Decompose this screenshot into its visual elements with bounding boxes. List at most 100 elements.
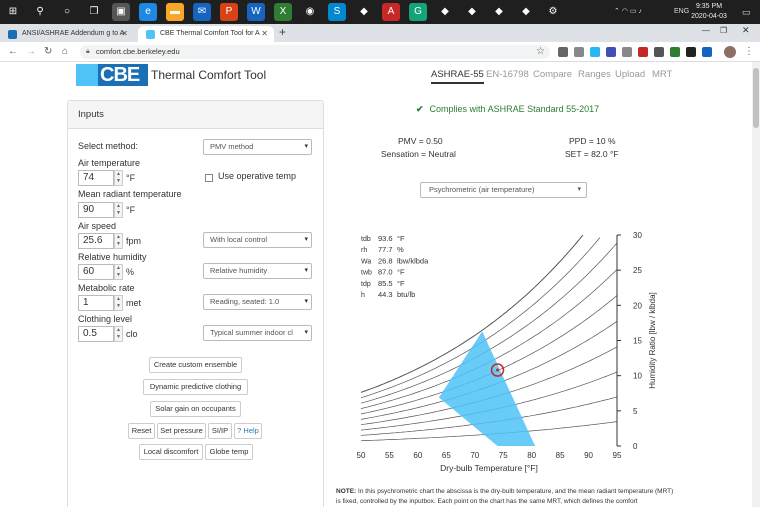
excel-icon[interactable]: X: [274, 3, 292, 21]
chrome-icon[interactable]: ◉: [301, 3, 319, 21]
method-select[interactable]: PMV method: [203, 139, 312, 155]
clo-input[interactable]: 0.5: [78, 326, 114, 342]
close-icon[interactable]: ✕: [261, 29, 268, 38]
air-temp-input[interactable]: 74: [78, 170, 114, 186]
local-discomfort-button[interactable]: Local discomfort: [139, 444, 203, 460]
app-icon[interactable]: ◆: [441, 6, 449, 17]
x-tick-label: 55: [385, 451, 394, 460]
reload-icon[interactable]: ↻: [44, 46, 53, 57]
chart-note: NOTE: In this psychrometric chart the ab…: [336, 488, 674, 505]
x-tick-label: 90: [584, 451, 593, 460]
window-close-icon[interactable]: ✕: [742, 25, 750, 35]
solar-gain-button[interactable]: Solar gain on occupants: [150, 401, 241, 417]
clo-stepper[interactable]: ▲ ▼: [114, 326, 123, 342]
home-icon[interactable]: ⌂: [62, 46, 69, 57]
air-temp-stepper[interactable]: ▲ ▼: [114, 170, 123, 186]
extension-icon[interactable]: [574, 47, 584, 57]
powerpoint-icon[interactable]: P: [220, 3, 238, 21]
custom-ensemble-button[interactable]: Create custom ensemble: [149, 357, 242, 373]
extension-icon[interactable]: [606, 47, 616, 57]
clock[interactable]: 9:35 PM 2020-04-03: [684, 2, 734, 22]
globe-temp-button[interactable]: Globe temp: [205, 444, 253, 460]
word-icon[interactable]: W: [247, 3, 265, 21]
nav-ranges[interactable]: Ranges: [578, 69, 611, 80]
help-button[interactable]: ? Help: [234, 423, 262, 439]
new-tab-icon[interactable]: +: [279, 25, 287, 39]
extension-icon[interactable]: [638, 47, 648, 57]
logo-text: CBE: [100, 64, 140, 86]
air-speed-stepper[interactable]: ▲ ▼: [114, 233, 123, 249]
bookmark-star-icon[interactable]: ☆: [536, 46, 545, 57]
air-speed-select[interactable]: With local control: [203, 232, 312, 248]
nav-mrt[interactable]: MRT: [652, 69, 673, 80]
rh-stepper[interactable]: ▲ ▼: [114, 264, 123, 280]
air-speed-input[interactable]: 25.6: [78, 233, 114, 249]
grammarly-icon[interactable]: G: [409, 3, 427, 21]
readout-symbol: Wa: [361, 258, 371, 265]
cortana-icon[interactable]: ○: [63, 6, 71, 17]
extension-icon[interactable]: [590, 47, 600, 57]
tab-cbe[interactable]: CBE Thermal Comfort Tool for A ✕: [138, 26, 274, 42]
cbe-logo[interactable]: CBE: [76, 64, 148, 86]
minimize-icon[interactable]: —: [702, 26, 710, 35]
app-icon[interactable]: ◆: [522, 6, 530, 17]
met-stepper[interactable]: ▲ ▼: [114, 295, 123, 311]
network-icon[interactable]: ⌃ ◠ ▭ ♪: [614, 8, 642, 15]
mrt-stepper[interactable]: ▲ ▼: [114, 202, 123, 218]
store-icon[interactable]: ▣: [112, 3, 130, 21]
extension-icon[interactable]: [622, 47, 632, 57]
edge-icon[interactable]: e: [139, 3, 157, 21]
scrollbar-thumb[interactable]: [753, 68, 759, 128]
mail-icon[interactable]: ✉: [193, 3, 211, 21]
humidity-type-select[interactable]: Relative humidity: [203, 263, 312, 279]
readout-unit: btu/lb: [397, 290, 415, 299]
activity-select[interactable]: Reading, seated: 1.0: [203, 294, 312, 310]
notifications-icon[interactable]: ▭: [742, 7, 751, 17]
language-indicator[interactable]: ENG: [674, 8, 690, 15]
acrobat-icon[interactable]: A: [382, 3, 400, 21]
nav-compare[interactable]: Compare: [533, 69, 573, 80]
nav-ashrae-55[interactable]: ASHRAE-55: [431, 69, 484, 84]
mrt-input[interactable]: 90: [78, 202, 114, 218]
extension-icon[interactable]: [558, 47, 568, 57]
set-pressure-button[interactable]: Set pressure: [157, 423, 206, 439]
readout-unit: %: [397, 245, 404, 254]
met-input[interactable]: 1: [78, 295, 114, 311]
back-icon[interactable]: ←: [8, 46, 18, 57]
windows-icon[interactable]: ⊞: [8, 6, 18, 17]
dynamic-clothing-button[interactable]: Dynamic predictive clothing: [143, 379, 248, 395]
chart-type-select[interactable]: Psychrometric (air temperature): [420, 182, 587, 198]
extension-icon[interactable]: [670, 47, 680, 57]
close-icon[interactable]: ✕: [121, 29, 128, 38]
page-content: CBE Thermal Comfort Tool ASHRAE-55 EN-16…: [0, 62, 752, 507]
x-tick-label: 60: [413, 451, 422, 460]
psychrometric-chart[interactable]: 50 55 60 65 70 75 80 85 90 95 0 5 10 15 20 25 30 Dry-bulb…: [0, 62, 752, 507]
extension-icon[interactable]: [654, 47, 664, 57]
task-view-icon[interactable]: ❐: [89, 6, 99, 17]
settings-icon[interactable]: ⚙: [548, 6, 558, 17]
skype-icon[interactable]: S: [328, 3, 346, 21]
browser-menu-icon[interactable]: ⋮: [744, 46, 754, 57]
tab-addendum[interactable]: ANSI/ASHRAE Addendum g to A ✕: [0, 26, 134, 42]
file-explorer-icon[interactable]: ▬: [166, 3, 184, 21]
page-scrollbar[interactable]: [752, 62, 760, 507]
clothing-select[interactable]: Typical summer indoor cl: [203, 325, 312, 341]
rh-input[interactable]: 60: [78, 264, 114, 280]
nav-en-16798[interactable]: EN-16798: [486, 69, 529, 80]
operative-temp-checkbox[interactable]: [205, 174, 213, 182]
extension-icon[interactable]: [686, 47, 696, 57]
app-icon[interactable]: ◆: [468, 6, 476, 17]
profile-avatar[interactable]: [724, 46, 736, 58]
search-icon[interactable]: ⚲: [36, 6, 44, 17]
extension-icon[interactable]: [702, 47, 712, 57]
readout-unit: °F: [397, 279, 405, 288]
url-field[interactable]: 🔒︎ comfort.cbe.berkeley.edu: [80, 45, 550, 59]
restore-icon[interactable]: ❐: [720, 26, 728, 35]
si-ip-button[interactable]: SI/IP: [208, 423, 232, 439]
app-icon[interactable]: ◆: [495, 6, 503, 17]
forward-icon[interactable]: →: [26, 46, 36, 57]
reset-button[interactable]: Reset: [128, 423, 155, 439]
nav-upload[interactable]: Upload: [615, 69, 646, 80]
compliance-message: ✔ Complies with ASHRAE Standard 55-2017: [416, 104, 600, 114]
app-icon[interactable]: ◆: [360, 6, 368, 17]
